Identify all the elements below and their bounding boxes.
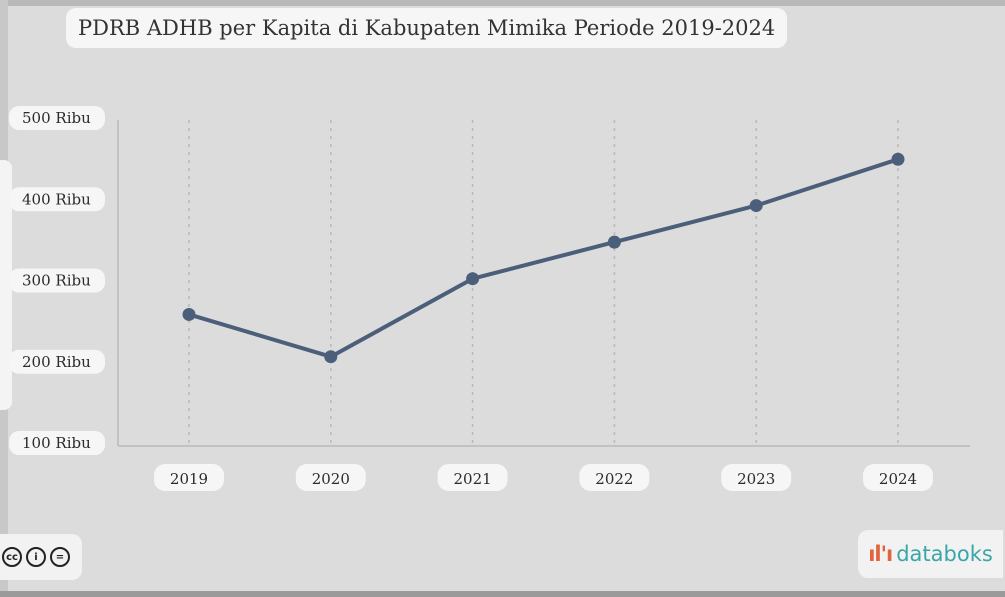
x-tick-bg: [579, 464, 650, 491]
y-tick-bg: [9, 268, 105, 293]
by-icon: i: [26, 547, 46, 567]
nd-icon: =: [50, 547, 70, 567]
y-tick-500: 500 Ribu: [9, 106, 105, 130]
data-point-2023[interactable]: [749, 199, 763, 213]
series-line: [187, 157, 900, 359]
x-tick-label: 2021: [454, 470, 492, 488]
x-tick-label: 2019: [170, 470, 208, 488]
y-tick-400: 400 Ribu: [9, 187, 105, 212]
y-tick-200: 200 Ribu: [9, 349, 105, 374]
data-point-2022[interactable]: [607, 235, 621, 249]
y-tick-bg: [9, 349, 105, 374]
x-tick-labels: 2019 2020 2021 2022 2023 2024: [154, 464, 933, 491]
y-axis-label-panel: [0, 160, 12, 410]
frame-bottom-border: [0, 591, 1005, 597]
x-tick-label: 2022: [595, 470, 633, 488]
y-tick-100: 100 Ribu: [9, 431, 105, 455]
grid-layer: [188, 120, 899, 446]
data-point-2021[interactable]: [466, 272, 480, 286]
data-point-2024[interactable]: [891, 152, 905, 166]
x-tick-label: 2020: [312, 470, 350, 488]
x-tick-2020: 2020: [295, 464, 366, 491]
x-tick-2021: 2021: [437, 464, 508, 491]
y-tick-label: 300 Ribu: [22, 272, 91, 290]
databoks-logo-icon: ıl'ı: [868, 542, 893, 566]
x-tick-2023: 2023: [721, 464, 792, 491]
x-tick-bg: [154, 464, 224, 491]
y-tick-labels: 500 Ribu 400 Ribu 300 Ribu 200 Ribu 100 Ribu: [9, 106, 105, 455]
x-tick-2022: 2022: [579, 464, 650, 491]
y-tick-bg: [9, 187, 105, 212]
y-tick-300: 300 Ribu: [9, 268, 105, 293]
brand-name: databoks: [896, 542, 993, 566]
y-tick-bg: [9, 106, 105, 130]
license-icons: cc i =: [0, 534, 82, 580]
y-tick-label: 400 Ribu: [22, 190, 91, 208]
x-tick-bg: [437, 464, 508, 491]
x-tick-2019: 2019: [154, 464, 224, 491]
data-point-2020[interactable]: [324, 350, 338, 364]
y-tick-label: 100 Ribu: [22, 434, 91, 452]
x-tick-bg: [295, 464, 366, 491]
y-tick-label: 200 Ribu: [22, 353, 91, 371]
x-tick-bg: [863, 464, 933, 491]
data-points: [182, 152, 905, 364]
frame-top-border: [0, 0, 1005, 6]
x-tick-2024: 2024: [863, 464, 933, 491]
x-tick-bg: [721, 464, 792, 491]
cc-icon: cc: [2, 547, 22, 567]
databoks-logo[interactable]: ıl'ı databoks: [858, 530, 1003, 578]
chart-title-text: PDRB ADHB per Kapita di Kabupaten Mimika…: [78, 16, 776, 40]
chart-title: PDRB ADHB per Kapita di Kabupaten Mimika…: [66, 8, 788, 48]
x-tick-label: 2023: [737, 470, 775, 488]
x-tick-label: 2024: [879, 470, 917, 488]
y-tick-label: 500 Ribu: [22, 109, 91, 127]
data-point-2019[interactable]: [182, 307, 196, 321]
y-tick-bg: [9, 431, 105, 455]
